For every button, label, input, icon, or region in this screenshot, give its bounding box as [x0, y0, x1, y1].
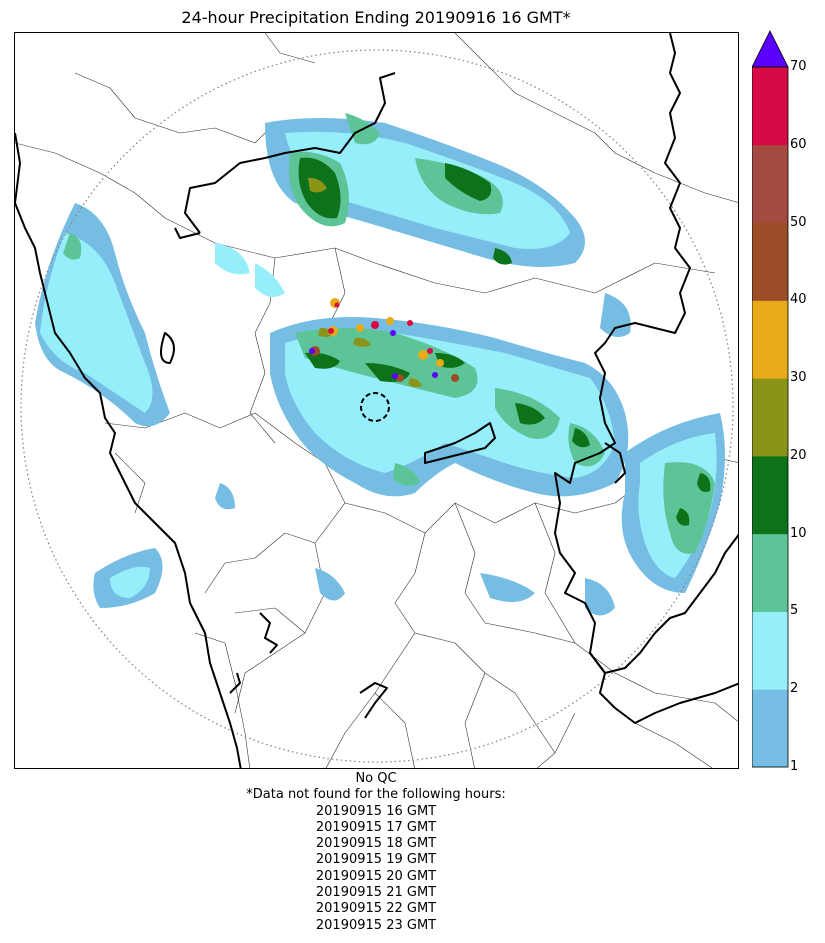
missing-data-header: *Data not found for the following hours:	[246, 787, 506, 803]
missing-hour: 20190915 18 GMT	[315, 836, 437, 852]
radar-site-marker	[360, 392, 390, 422]
precipitation-colorbar	[752, 30, 789, 768]
district-borders	[15, 33, 738, 768]
missing-hour: 20190915 16 GMT	[315, 803, 437, 819]
colorbar-tick-label: 70	[790, 59, 807, 74]
colorbar-tick-label: 30	[790, 370, 807, 386]
colorbar-bins	[752, 67, 788, 768]
colorbar-bin	[752, 689, 788, 768]
colorbar-bin	[752, 222, 788, 301]
missing-hour: 20190915 23 GMT	[315, 917, 437, 933]
colorbar-tick-label: 50	[790, 214, 807, 230]
radar-range-ring	[20, 49, 734, 763]
colorbar-tick-label: 10	[790, 525, 807, 541]
missing-hour: 20190915 21 GMT	[315, 885, 437, 901]
missing-hour: 20190915 17 GMT	[315, 819, 437, 835]
missing-hour: 20190915 19 GMT	[315, 852, 437, 868]
precipitation-map	[14, 32, 739, 769]
colorbar-bin	[752, 300, 788, 379]
colorbar-bin	[752, 144, 788, 224]
colorbar-tick-label: 2	[790, 681, 799, 697]
colorbar-bin	[752, 378, 788, 457]
precip-band-high	[309, 298, 459, 382]
state-borders	[15, 33, 738, 768]
notes-block: No QC *Data not found for the following …	[0, 771, 752, 934]
colorbar-tick-label: 60	[790, 136, 807, 152]
colorbar-tick-label: 40	[790, 292, 807, 308]
colorbar-outline	[752, 66, 789, 768]
radar-map-svg	[15, 33, 738, 768]
colorbar-over-triangle	[752, 30, 789, 68]
qc-note: No QC	[355, 771, 397, 786]
colorbar-bin	[752, 533, 788, 612]
colorbar-bin	[752, 67, 788, 146]
missing-hour: 20190915 22 GMT	[315, 901, 437, 917]
colorbar-bin	[752, 611, 788, 690]
colorbar-tick-label: 1	[790, 759, 799, 774]
map-title: 24-hour Precipitation Ending 20190916 16…	[181, 8, 571, 27]
colorbar-bin	[752, 455, 788, 535]
colorbar-tick-label: 5	[790, 603, 799, 619]
precip-band-10-20	[298, 157, 711, 526]
precip-band-2-5	[40, 131, 717, 598]
colorbar-tick-label: 20	[790, 447, 807, 463]
missing-hour: 20190915 20 GMT	[315, 868, 437, 884]
